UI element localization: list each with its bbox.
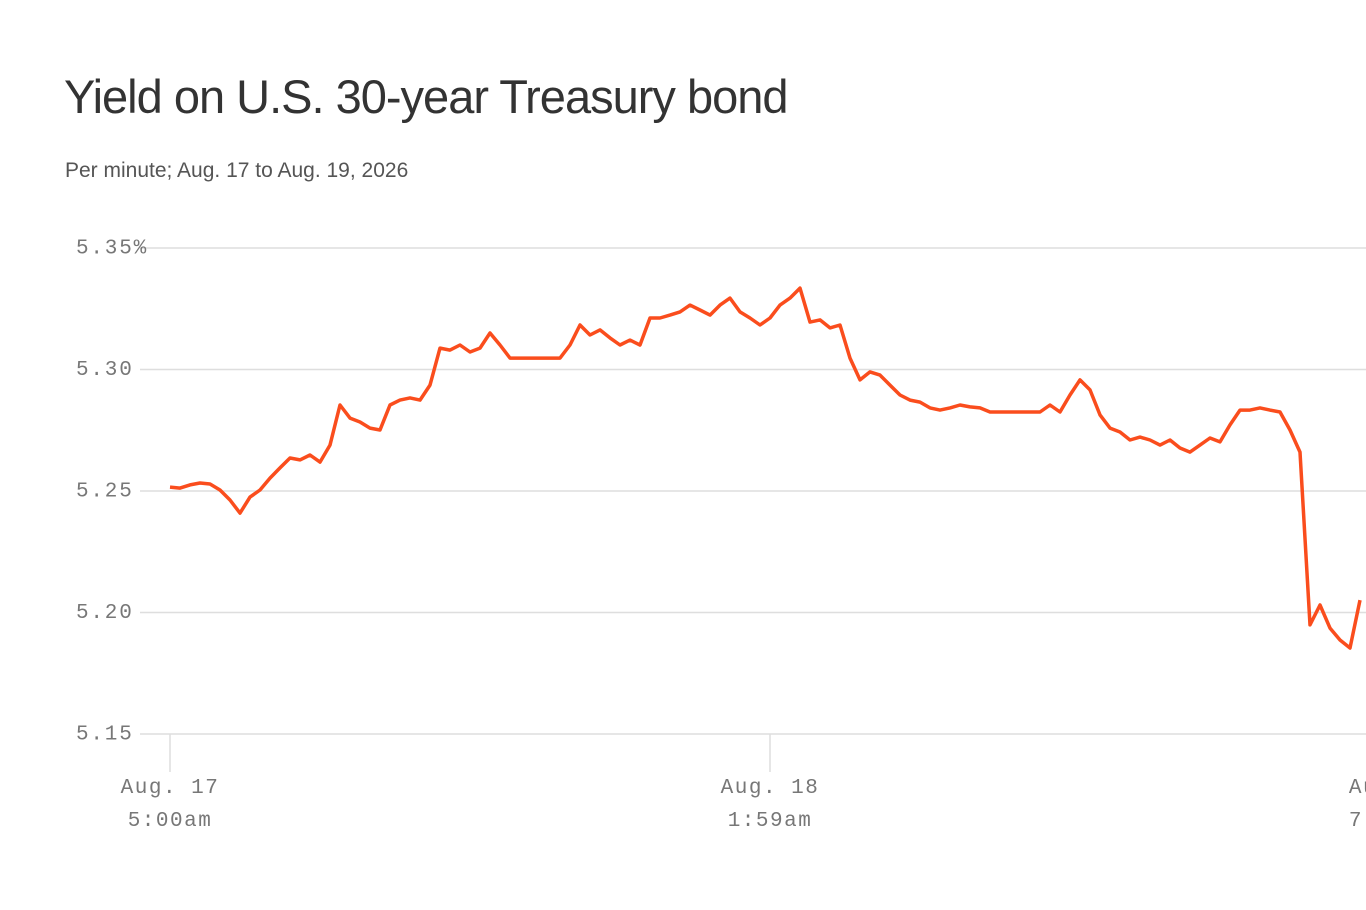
y-tick-label: 5.30 — [76, 359, 134, 382]
x-tick-label: Aug. 17 5:00am — [120, 777, 220, 833]
y-tick-label: 5.20 — [76, 602, 134, 625]
y-tick-label: 5.35% — [76, 238, 148, 261]
chart-subtitle: Per minute; Aug. 17 to Aug. 19, 2026 — [65, 159, 408, 182]
y-tick-label: 5.15 — [76, 724, 134, 747]
x-tick-label: Aug. 18 1:59am — [720, 777, 820, 833]
yield-line — [169, 286, 1362, 650]
chart-title: Yield on U.S. 30-year Treasury bond — [64, 70, 788, 123]
y-tick-label: 5.25 — [76, 481, 134, 504]
x-tick-label: Aug 7:5 — [1348, 777, 1366, 833]
